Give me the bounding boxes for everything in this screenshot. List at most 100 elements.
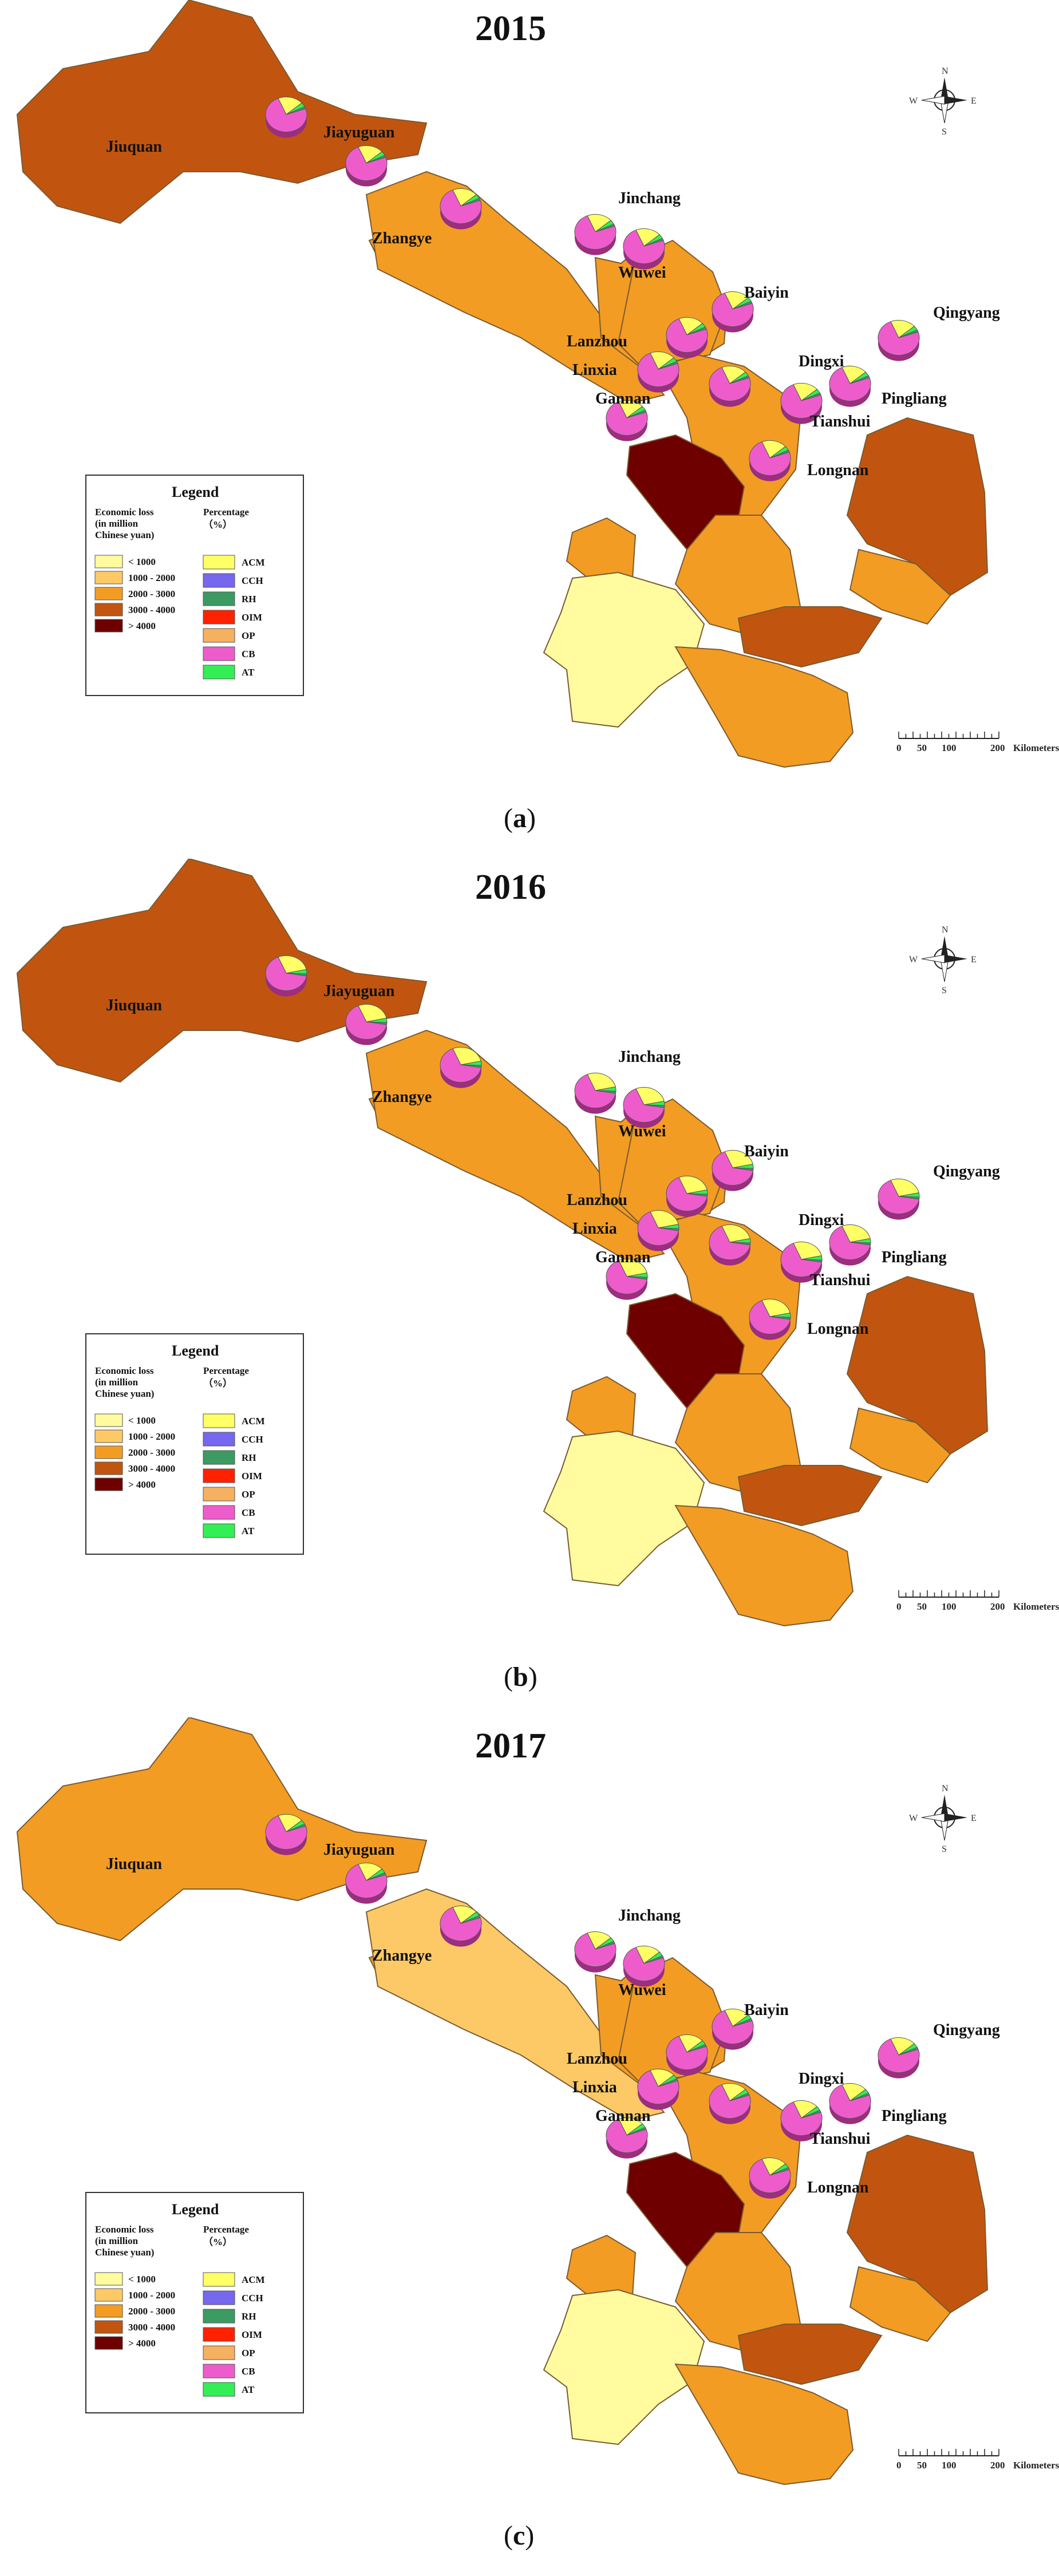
legend-class-label: 2000 - 3000 <box>128 1447 175 1458</box>
gannan-pie-chart <box>606 2117 648 2159</box>
lanzhou-pie-chart <box>666 317 708 358</box>
legend-swatch-class <box>94 1429 123 1443</box>
wuwei-pie-chart <box>623 228 665 270</box>
compass-n-label: N <box>942 925 949 935</box>
city-label-lanzhou: Lanzhou <box>567 333 627 350</box>
qingyang-pie-chart <box>878 2037 920 2079</box>
legend-class-label: > 4000 <box>128 2338 156 2349</box>
scale-tick-label: 200 <box>990 1601 1005 1612</box>
city-label-baiyin: Baiyin <box>744 2001 789 2019</box>
qingyang-pie-slice-cb <box>878 1180 920 1215</box>
map-panel-2017: 2017 Jiuquan Jiayuguan Zhangye Jinchang Wuwei… <box>16 1717 1059 2551</box>
legend-category-label: AT <box>242 1526 255 1536</box>
legend-category-label: RH <box>242 1452 256 1463</box>
legend-title: Legend <box>172 484 219 500</box>
city-label-dingxi: Dingxi <box>799 2070 844 2088</box>
baiyin-pie-chart <box>712 291 754 333</box>
legend-category-label: RH <box>242 2311 256 2322</box>
jinchang-pie-slice-cb <box>574 215 617 250</box>
qingyang-pie-slice-cb <box>878 321 920 356</box>
map-panel-2015: 2015 Jiuquan Jiayuguan Zhangye Jinchang Wuwei… <box>16 0 1059 833</box>
legend-swatch-class <box>94 1413 123 1427</box>
panel-caption: (b) <box>504 1662 538 1692</box>
dingxi-pie-slice-acm <box>721 1224 750 1243</box>
linxia-pie-slice-acm <box>650 1210 679 1228</box>
jiuquan-pie-chart <box>265 96 307 138</box>
jiuquan-pie-slice-cb <box>265 1815 307 1850</box>
scale-bar: 0 50 100 200 Kilometers <box>896 2449 1059 2471</box>
legend-category-label: AT <box>242 2384 255 2395</box>
legend-class-label: 2000 - 3000 <box>128 2306 175 2317</box>
longnan-pie-slice-cb <box>749 2159 791 2194</box>
panel-caption: (c) <box>504 2520 534 2551</box>
longnan-pie-slice-acm <box>761 1298 791 1317</box>
gannan-pie-slice-cb <box>606 401 648 436</box>
legend-class-label: > 4000 <box>128 621 156 631</box>
legend-loss-heading: Economic loss <box>95 1365 154 1376</box>
scale-bar: 0 50 100 200 Kilometers <box>896 732 1059 753</box>
scale-unit-label: Kilometers <box>1013 1601 1059 1612</box>
legend-loss-heading: Chinese yuan) <box>95 1388 154 1399</box>
region-pingliang <box>849 2266 951 2342</box>
pingliang-pie-chart <box>829 365 871 407</box>
compass-n-label: N <box>942 1784 949 1793</box>
tianshui-pie-chart <box>780 382 823 424</box>
tianshui-pie-chart <box>780 2100 823 2142</box>
compass-w-label: W <box>909 1814 918 1823</box>
scale-unit-label: Kilometers <box>1013 742 1059 753</box>
tianshui-pie-slice-cb <box>780 1243 823 1278</box>
scale-tick-label: 100 <box>942 1601 957 1612</box>
wuwei-pie-slice-cb <box>623 1947 665 1982</box>
region-longnan <box>674 646 854 768</box>
legend-swatch-cb <box>203 646 235 661</box>
legend-class-label: 1000 - 2000 <box>128 2290 175 2301</box>
linxia-pie-slice-cb <box>637 353 679 388</box>
legend-swatch-oim <box>203 1468 235 1483</box>
lanzhou-pie-slice-cb <box>666 318 708 353</box>
compass-s-label: S <box>942 1844 947 1854</box>
legend-category-label: CB <box>242 1507 255 1518</box>
legend-pct-heading: Percentage <box>203 1365 249 1376</box>
baiyin-pie-chart <box>712 1149 754 1191</box>
legend-swatch-acm <box>203 555 235 570</box>
jinchang-pie-chart <box>574 1931 617 1973</box>
city-label-gannan: Gannan <box>595 1249 651 1266</box>
city-label-pingliang: Pingliang <box>882 1249 947 1266</box>
city-label-longnan: Longnan <box>807 2179 869 2196</box>
map-panel-2016: 2016 Jiuquan Jiayuguan Zhangye Jinchang Wuwei… <box>16 859 1059 1692</box>
city-label-linxia: Linxia <box>572 361 617 379</box>
baiyin-pie-slice-cb <box>712 293 754 327</box>
region-pingliang <box>849 1407 951 1484</box>
panel-year-title: 2015 <box>475 9 546 48</box>
legend-category-label: CCH <box>242 1434 263 1445</box>
legend-swatch-oim <box>203 610 235 625</box>
legend-swatch-acm <box>203 2272 235 2287</box>
city-label-lanzhou: Lanzhou <box>567 1191 627 1209</box>
region-longnan <box>674 1504 854 1627</box>
zhangye-pie-chart <box>440 1046 482 1088</box>
panel-year-title: 2016 <box>475 868 546 907</box>
city-label-jiuquan: Jiuquan <box>106 1855 162 1873</box>
baiyin-pie-chart <box>712 2008 754 2050</box>
legend-class-label: > 4000 <box>128 1479 156 1490</box>
legend-category-label: RH <box>242 594 256 605</box>
zhangye-pie-chart <box>440 1905 482 1947</box>
jiuquan-pie-slice-cb <box>265 98 307 133</box>
legend-swatch-class <box>94 2304 123 2318</box>
qingyang-pie-slice-acm <box>890 1178 919 1197</box>
zhangye-pie-slice-cb <box>440 189 482 224</box>
region-jiuquan <box>16 0 428 224</box>
scale-tick-label: 50 <box>917 1601 927 1612</box>
legend-category-label: OIM <box>242 2329 262 2340</box>
city-label-dingxi: Dingxi <box>799 1211 844 1229</box>
legend-swatch-class <box>94 1445 123 1459</box>
jiuquan-pie-slice-cb <box>265 957 307 991</box>
legend-swatch-class <box>94 1461 123 1475</box>
legend-class-label: 3000 - 4000 <box>128 605 175 615</box>
scale-tick-label: 50 <box>917 742 927 753</box>
legend-pct-heading: Percentage <box>203 2224 249 2235</box>
baiyin-pie-slice-cb <box>712 1151 754 1186</box>
legend-class-label: 3000 - 4000 <box>128 2322 175 2333</box>
